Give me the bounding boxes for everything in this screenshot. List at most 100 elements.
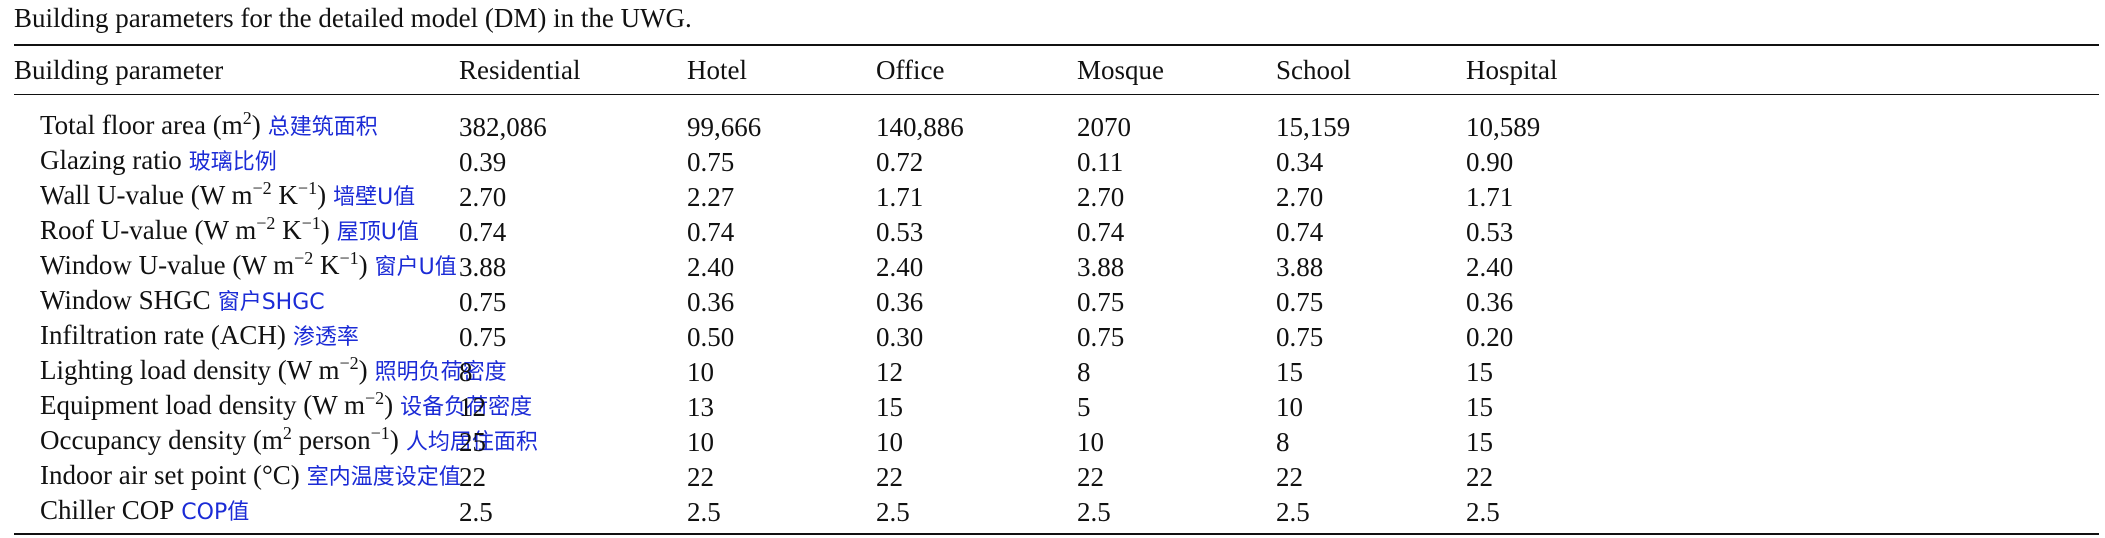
value-office: 2.40 xyxy=(876,251,924,282)
value-hotel: 22 xyxy=(687,461,714,492)
value-residential: 12 xyxy=(459,391,486,422)
col-header-mosque: Mosque xyxy=(1077,44,1276,95)
parameter-label: Occupancy density (m2 person−1) 人均居住面积 xyxy=(14,423,538,459)
value-residential: 0.39 xyxy=(459,146,507,177)
table-row: Occupancy density (m2 person−1) 人均居住面积 25 1… xyxy=(14,424,2099,459)
value-office: 2.5 xyxy=(876,494,1077,535)
building-parameters-table: Building parameter Residential Hotel Off… xyxy=(14,44,2099,535)
parameter-name: Infiltration rate (ACH) xyxy=(40,320,286,350)
value-office: 12 xyxy=(876,356,903,387)
value-hospital: 22 xyxy=(1466,461,1493,492)
chinese-translation: 屋顶U值 xyxy=(336,220,419,245)
unit-exponent: −1 xyxy=(301,213,321,233)
col-header-hospital: Hospital xyxy=(1466,44,2099,95)
parameter-name: Window U-value (W m xyxy=(40,250,295,280)
value-office: 0.53 xyxy=(876,216,924,247)
value-residential: 0.74 xyxy=(459,216,507,247)
value-school: 0.34 xyxy=(1276,146,1324,177)
table-row: Chiller COP COP值 2.5 2.5 2.5 2.5 2.5 2.5 xyxy=(14,494,2099,535)
table-row: Window U-value (W m−2 K−1) 窗户U值 3.88 2.40 2.… xyxy=(14,249,2099,284)
value-mosque: 5 xyxy=(1077,391,1091,422)
unit-part: K xyxy=(313,250,340,280)
unit-close: ) xyxy=(358,355,368,385)
value-school: 3.88 xyxy=(1276,251,1324,282)
unit-exponent: −1 xyxy=(297,178,318,198)
table-header-row: Building parameter Residential Hotel Off… xyxy=(14,44,2099,95)
value-hotel: 0.74 xyxy=(687,216,735,247)
chinese-translation: 窗户U值 xyxy=(374,255,457,280)
chinese-translation: 设备负荷密度 xyxy=(400,395,533,420)
unit-part: K xyxy=(275,215,302,245)
value-hotel: 2.27 xyxy=(687,181,735,212)
value-residential: 2.70 xyxy=(459,181,507,212)
value-mosque: 0.75 xyxy=(1077,286,1125,317)
value-school: 0.75 xyxy=(1276,321,1324,352)
unit-close: ) xyxy=(389,425,399,455)
unit-exponent: −2 xyxy=(294,248,314,268)
parameter-label: Infiltration rate (ACH) 渗透率 xyxy=(14,319,459,354)
col-header-parameter: Building parameter xyxy=(14,44,459,95)
table-row: Wall U-value (W m−2 K−1) 墙壁U值 2.70 2.27 1.71… xyxy=(14,179,2099,214)
value-residential: 3.88 xyxy=(459,251,507,282)
parameter-label: Wall U-value (W m−2 K−1) 墙壁U值 xyxy=(14,179,459,214)
value-mosque: 22 xyxy=(1077,461,1104,492)
value-school: 0.75 xyxy=(1276,286,1324,317)
table-row: Total floor area (m2) 总建筑面积 382,086 99,666 1… xyxy=(14,95,2099,145)
table-row: Lighting load density (W m−2) 照明负荷密度 8 10 12… xyxy=(14,354,2099,389)
value-hospital: 1.71 xyxy=(1466,181,1514,212)
parameter-label: Roof U-value (W m−2 K−1) 屋顶U值 xyxy=(14,214,459,249)
parameter-name: Lighting load density (W m xyxy=(40,355,340,385)
value-school: 2.5 xyxy=(1276,494,1466,535)
parameter-label: Lighting load density (W m−2) 照明负荷密度 xyxy=(14,353,507,389)
value-hospital: 10,589 xyxy=(1466,111,1541,142)
unit-close: ) xyxy=(358,250,368,280)
value-hospital: 2.5 xyxy=(1466,494,2099,535)
value-hospital: 2.40 xyxy=(1466,251,1514,282)
chinese-translation: COP值 xyxy=(181,500,250,525)
value-school: 2.70 xyxy=(1276,181,1324,212)
unit-exponent: −2 xyxy=(339,353,359,373)
parameter-name: Total floor area (m xyxy=(40,110,243,140)
unit-close: ) xyxy=(320,215,330,245)
parameter-name: Equipment load density (W m xyxy=(40,390,365,420)
parameter-name: Glazing ratio xyxy=(40,145,182,175)
value-office: 0.72 xyxy=(876,146,924,177)
unit-exponent: −2 xyxy=(256,213,276,233)
value-office: 140,886 xyxy=(876,111,964,142)
parameter-name: Wall U-value (W m xyxy=(40,180,253,210)
value-mosque: 10 xyxy=(1077,426,1104,457)
value-school: 15 xyxy=(1276,356,1303,387)
chinese-translation: 窗户SHGC xyxy=(217,290,325,315)
chinese-translation: 玻璃比例 xyxy=(188,150,277,175)
value-school: 22 xyxy=(1276,461,1303,492)
value-school: 10 xyxy=(1276,391,1303,422)
value-residential: 22 xyxy=(459,461,486,492)
parameter-label: Total floor area (m2) 总建筑面积 xyxy=(14,95,459,145)
unit-close: ) xyxy=(384,390,394,420)
value-residential: 0.75 xyxy=(459,286,507,317)
col-header-office: Office xyxy=(876,44,1077,95)
value-mosque: 2.70 xyxy=(1077,181,1125,212)
parameter-name: Window SHGC xyxy=(40,285,211,315)
value-hospital: 0.53 xyxy=(1466,216,1514,247)
table-row: Window SHGC 窗户SHGC 0.75 0.36 0.36 0.75 0.75 0.3… xyxy=(14,284,2099,319)
chinese-translation: 总建筑面积 xyxy=(267,115,378,140)
value-office: 0.30 xyxy=(876,321,924,352)
parameter-label: Window U-value (W m−2 K−1) 窗户U值 xyxy=(14,249,459,284)
table-row: Infiltration rate (ACH) 渗透率 0.75 0.50 0.30 0.… xyxy=(14,319,2099,354)
value-hotel: 10 xyxy=(687,426,714,457)
chinese-translation: 室内温度设定值 xyxy=(306,465,461,490)
value-office: 0.36 xyxy=(876,286,924,317)
unit-exponent: −1 xyxy=(339,248,359,268)
value-office: 22 xyxy=(876,461,903,492)
value-office: 10 xyxy=(876,426,903,457)
value-hotel: 0.36 xyxy=(687,286,735,317)
value-hotel: 13 xyxy=(687,391,714,422)
unit-exponent: −2 xyxy=(364,388,385,408)
parameter-label: Glazing ratio 玻璃比例 xyxy=(14,144,459,179)
parameter-name: Indoor air set point (°C) xyxy=(40,460,300,490)
value-mosque: 2.5 xyxy=(1077,494,1276,535)
unit-part: person xyxy=(291,425,371,455)
value-hospital: 15 xyxy=(1466,391,1493,422)
unit-exponent: −1 xyxy=(370,423,390,443)
